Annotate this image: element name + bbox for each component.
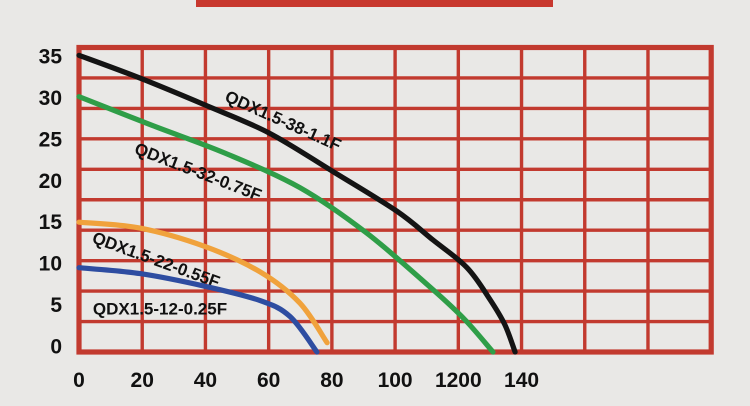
y-axis-tick-label: 15 [39, 211, 63, 234]
y-axis-tick-label: 35 [39, 46, 63, 69]
plot-border [76, 44, 714, 355]
curve-qdx1.5-32-0.75f [76, 94, 496, 355]
x-axis-tick-label: 80 [320, 369, 343, 392]
curve-qdx1.5-38-1.1f [76, 52, 518, 355]
y-axis-tick-label: 5 [50, 294, 62, 317]
x-axis-tick-label: 140 [504, 369, 539, 392]
x-axis-tick-label: 0 [73, 369, 85, 392]
y-axis-tick-label: 30 [39, 87, 62, 110]
curve-qdx1.5-12-0.25f [76, 265, 320, 355]
curve-label-qdx1.5-12-0.25f: QDX1.5-12-0.25F [93, 300, 227, 319]
curve-qdx1.5-22-0.55f [76, 219, 330, 346]
y-axis-tick-label: 10 [39, 253, 62, 276]
x-axis-tick-label: 1200 [435, 369, 482, 392]
x-axis-tick-label: 20 [131, 369, 154, 392]
x-axis-tick-label: 60 [257, 369, 280, 392]
curve-label-qdx1.5-32-0.75f: QDX1.5-32-0.75F [132, 139, 264, 205]
x-axis-tick-label: 40 [194, 369, 217, 392]
y-axis-tick-label: 25 [39, 128, 63, 151]
x-axis-tick-label: 100 [378, 369, 413, 392]
y-axis-tick-label: 20 [39, 170, 62, 193]
y-axis-tick-label: 0 [50, 336, 62, 359]
top-banner [196, 0, 553, 7]
